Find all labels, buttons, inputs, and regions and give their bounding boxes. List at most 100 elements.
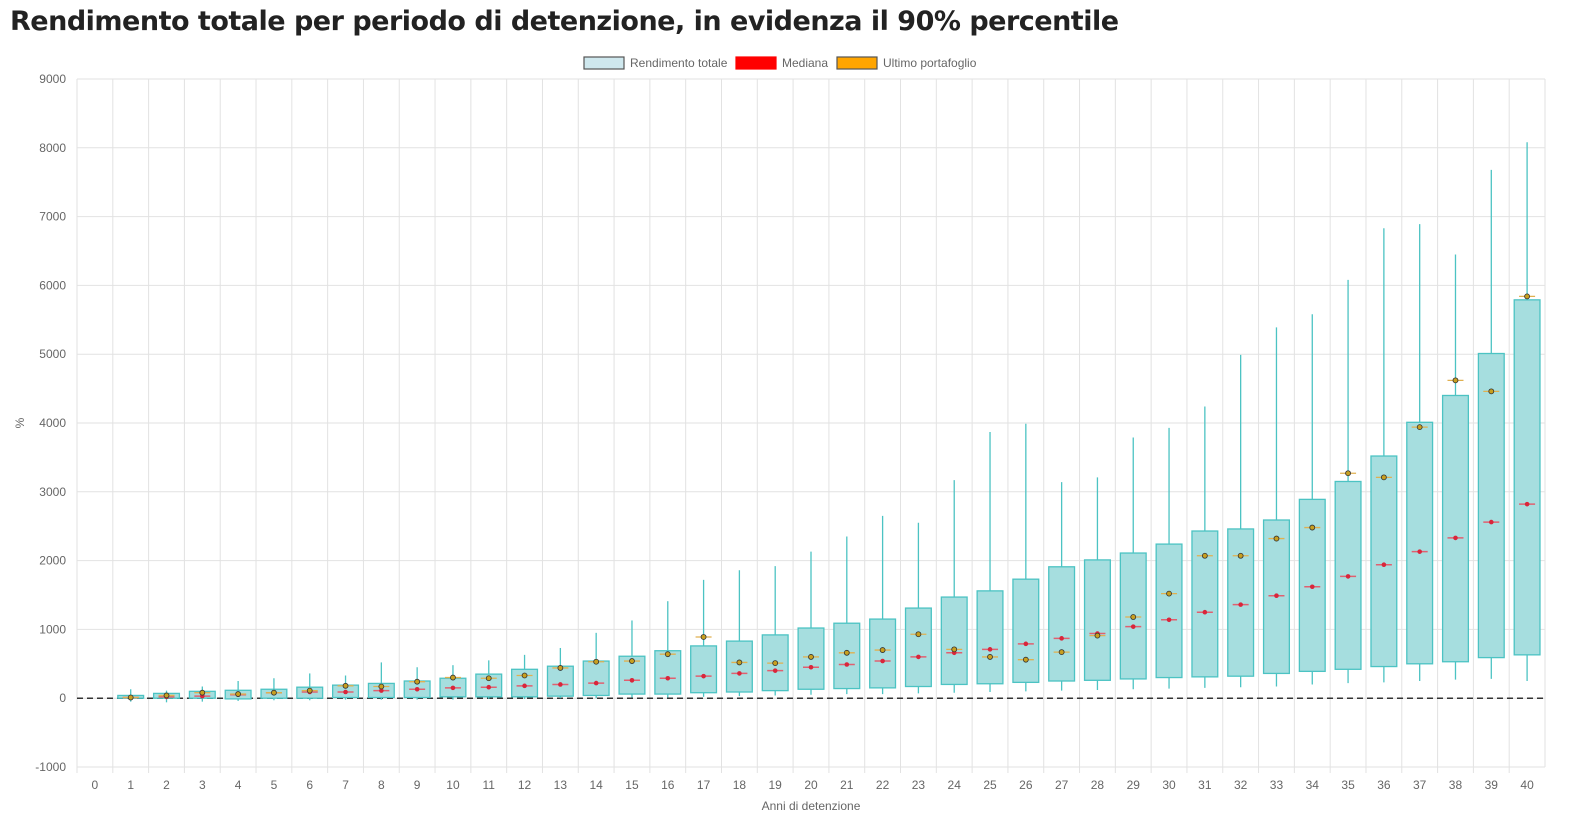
- box: [1441, 394, 1470, 663]
- median-point: [1023, 641, 1029, 647]
- box: [1048, 566, 1076, 682]
- last-portfolio-point: [450, 674, 456, 681]
- x-tick-label: 12: [518, 778, 532, 792]
- last-portfolio-point: [199, 689, 206, 696]
- last-portfolio-point: [1094, 632, 1101, 639]
- last-portfolio-point: [1130, 614, 1137, 620]
- median-point: [665, 675, 671, 681]
- last-portfolio-point: [521, 672, 528, 679]
- median-point: [558, 682, 563, 687]
- chart-title: Rendimento totale per periodo di detenzi…: [10, 6, 1119, 37]
- last-portfolio-point: [1273, 535, 1280, 542]
- box: [904, 607, 932, 688]
- x-tick-label: 29: [1127, 778, 1141, 792]
- x-tick-label: 35: [1341, 778, 1355, 792]
- y-tick-label: 4000: [39, 416, 66, 430]
- last-portfolio-point: [1452, 377, 1459, 384]
- median-point: [1417, 549, 1422, 554]
- median-point: [1238, 602, 1243, 607]
- box: [940, 596, 968, 686]
- x-tick-label: 8: [378, 778, 385, 792]
- x-tick-label: 19: [769, 778, 783, 792]
- x-tick-label: 17: [697, 778, 711, 792]
- median-point: [450, 685, 456, 691]
- last-portfolio-point: [235, 691, 242, 697]
- median-point: [414, 686, 420, 692]
- last-portfolio-point: [378, 683, 385, 690]
- legend-label: Ultimo portafoglio: [883, 56, 977, 70]
- median-point: [1309, 584, 1315, 590]
- x-tick-label: 20: [804, 778, 818, 792]
- x-tick-label: 23: [912, 778, 926, 792]
- last-portfolio-point: [1058, 649, 1065, 656]
- last-portfolio-point: [306, 687, 313, 694]
- y-tick-label: -1000: [35, 760, 66, 774]
- last-portfolio-point: [987, 654, 993, 660]
- box: [582, 660, 610, 697]
- box: [1477, 352, 1505, 659]
- last-portfolio-point: [664, 651, 671, 658]
- y-axis-label: %: [13, 417, 27, 428]
- x-tick-label: 11: [483, 778, 496, 792]
- last-portfolio-point: [1345, 470, 1351, 477]
- legend-swatch: [735, 56, 777, 70]
- x-tick-label: 25: [983, 778, 997, 792]
- median-point: [343, 689, 348, 695]
- last-portfolio-point: [414, 678, 421, 685]
- x-tick-label: 2: [163, 778, 170, 792]
- x-tick-label: 31: [1198, 778, 1212, 792]
- last-portfolio-point: [593, 658, 600, 665]
- x-tick-label: 5: [271, 778, 278, 792]
- x-tick-label: 9: [414, 778, 421, 792]
- last-portfolio-point: [808, 654, 814, 660]
- x-tick-label: 3: [199, 778, 206, 792]
- x-tick-label: 33: [1270, 778, 1284, 792]
- median-point: [522, 683, 527, 689]
- last-portfolio-point: [1201, 552, 1208, 559]
- last-portfolio-point: [1166, 590, 1172, 597]
- last-portfolio-point: [951, 646, 958, 653]
- box: [1012, 578, 1040, 684]
- y-tick-label: 2000: [39, 554, 66, 568]
- box: [690, 645, 718, 694]
- median-point: [379, 688, 384, 693]
- x-tick-label: 18: [733, 778, 747, 792]
- median-point: [916, 654, 921, 660]
- box: [1083, 559, 1111, 681]
- y-tick-label: 7000: [39, 210, 66, 224]
- x-tick-label: 32: [1234, 778, 1248, 792]
- x-axis-label: Anni di detenzione: [762, 799, 861, 813]
- median-point: [737, 671, 742, 676]
- x-tick-label: 0: [92, 778, 99, 792]
- x-tick-label: 36: [1377, 778, 1391, 792]
- x-tick-label: 27: [1055, 778, 1069, 792]
- box: [976, 590, 1004, 685]
- x-tick-label: 37: [1413, 778, 1427, 792]
- median-point: [1488, 519, 1494, 525]
- last-portfolio-point: [127, 694, 134, 701]
- median-point: [486, 684, 492, 690]
- x-tick-label: 14: [589, 778, 603, 792]
- legend-swatch: [836, 56, 878, 70]
- box: [869, 618, 897, 689]
- x-tick-label: 10: [446, 778, 460, 792]
- last-portfolio-point: [557, 665, 564, 671]
- median-point: [880, 658, 885, 664]
- median-point: [593, 680, 599, 686]
- median-point: [701, 673, 706, 679]
- last-portfolio-point: [485, 675, 492, 682]
- median-point: [1453, 535, 1458, 541]
- x-tick-label: 40: [1520, 778, 1534, 792]
- last-portfolio-point: [1022, 656, 1029, 663]
- median-point: [1524, 501, 1530, 507]
- last-portfolio-point: [1237, 552, 1244, 559]
- last-portfolio-point: [1524, 293, 1530, 300]
- box: [1513, 299, 1541, 656]
- y-tick-label: 0: [59, 691, 66, 705]
- last-portfolio-point: [736, 659, 743, 666]
- y-tick-label: 1000: [39, 622, 66, 636]
- x-tick-label: 13: [554, 778, 568, 792]
- last-portfolio-point: [163, 692, 170, 699]
- median-point: [772, 668, 778, 673]
- median-point: [987, 647, 993, 652]
